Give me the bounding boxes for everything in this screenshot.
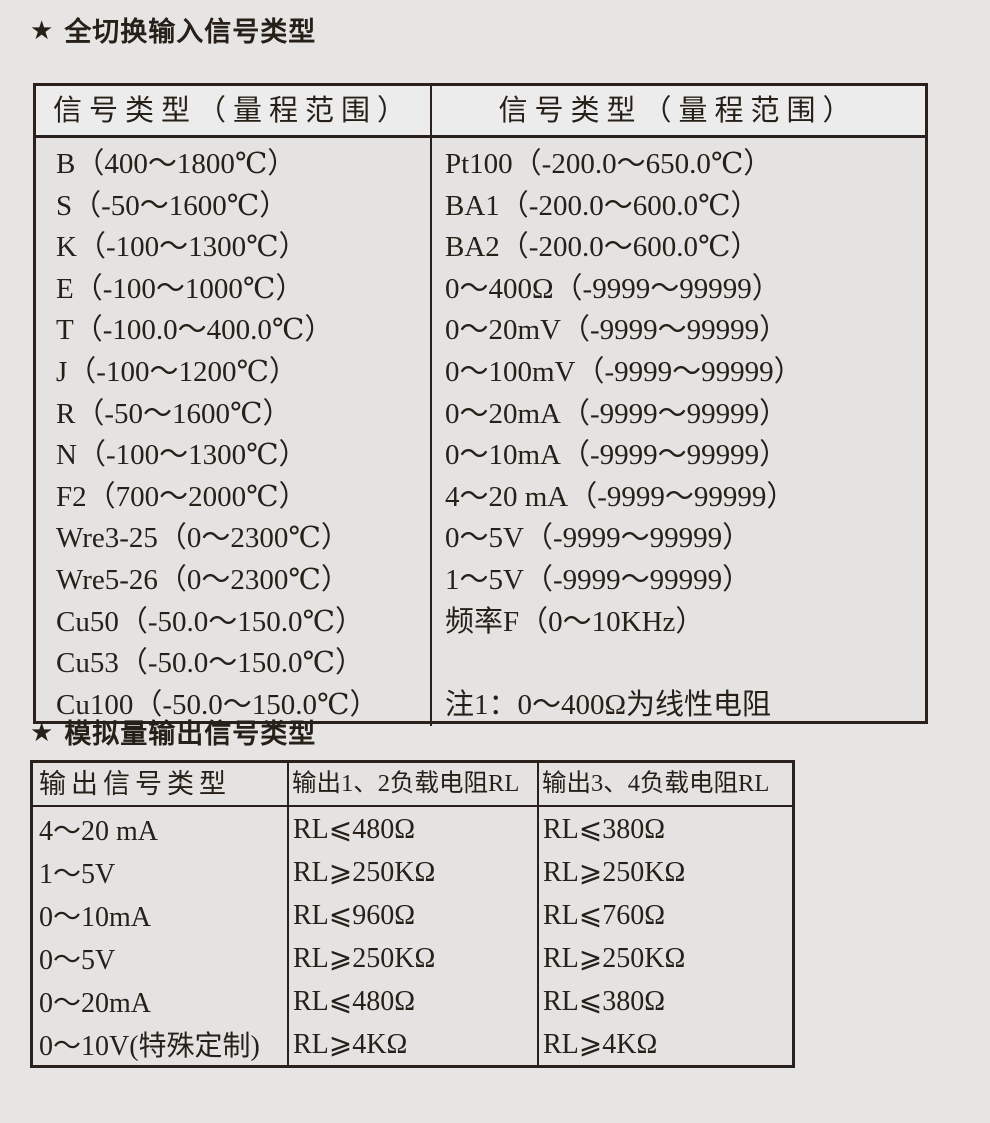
signal-range-item: 0～10mA（-9999～99999） <box>445 439 789 472</box>
output-signal-type-cell: 0～10V(特殊定制) <box>33 1022 289 1065</box>
signal-range-item: E（-100～1000℃） <box>56 272 305 305</box>
load-resistance-12-cell: RL⩽480Ω <box>289 807 539 850</box>
signal-range-item: Wre5-26（0～2300℃） <box>56 563 350 596</box>
output-signal-type-cell: 1～5V <box>33 850 289 893</box>
input-signal-types-heading-label: 全切换输入信号类型 <box>64 17 317 47</box>
signal-range-item: 0～20mV（-9999～99999） <box>445 314 789 347</box>
signal-range-item: R（-50～1600℃） <box>56 397 292 430</box>
load-resistance-34-cell: RL⩽760Ω <box>543 899 666 931</box>
signal-range-item: K（-100～1300℃） <box>56 231 308 264</box>
load-resistance-12-header: 输出1、2负载电阻RL <box>289 763 539 805</box>
table-row: 0～20mA RL⩽480Ω RL⩽380Ω <box>33 979 792 1022</box>
signal-range-item: 0～5V（-9999～99999） <box>445 522 752 555</box>
input-signal-types-heading: ★ 全切换输入信号类型 <box>30 10 316 49</box>
input-signal-column-right: Pt100（-200.0～650.0℃） BA1（-200.0～600.0℃） … <box>432 138 925 726</box>
input-table-header-left: 信号类型（量程范围） <box>36 86 432 135</box>
load-resistance-34-cell: RL⩾250KΩ <box>543 856 686 888</box>
output-signal-types-heading: ★ 模拟量输出信号类型 <box>30 712 316 751</box>
load-resistance-12-cell: RL⩽960Ω <box>289 893 539 936</box>
signal-range-item: Wre3-25（0～2300℃） <box>56 522 350 555</box>
load-resistance-34-cell: RL⩽380Ω <box>543 813 666 845</box>
load-resistance-12-cell: RL⩾250KΩ <box>289 936 539 979</box>
load-resistance-34-cell: RL⩽380Ω <box>543 985 666 1017</box>
signal-range-item: S（-50～1600℃） <box>56 189 289 222</box>
signal-range-item: 0～100mV（-9999～99999） <box>445 355 803 388</box>
load-resistance-34-cell: RL⩾250KΩ <box>543 942 686 974</box>
signal-range-item: 1～5V（-9999～99999） <box>445 563 752 596</box>
table-row: 0～5V RL⩾250KΩ RL⩾250KΩ <box>33 936 792 979</box>
signal-range-item: 4～20 mA（-9999～99999） <box>445 480 796 513</box>
load-resistance-12-cell: RL⩽480Ω <box>289 979 539 1022</box>
output-signal-types-heading-label: 模拟量输出信号类型 <box>64 719 317 749</box>
output-table-body: 4～20 mA RL⩽480Ω RL⩽380Ω 1～5V RL⩾250KΩ RL… <box>33 807 792 1065</box>
input-signal-types-table: 信号类型（量程范围） 信号类型（量程范围） B（400～1800℃） S（-50… <box>33 83 928 727</box>
signal-range-item: Cu53（-50.0～150.0℃） <box>56 647 364 680</box>
output-signal-types-table: 输出信号类型 输出1、2负载电阻RL 输出3、4负载电阻RL 4～20 mA R… <box>30 760 795 1068</box>
signal-range-item: T（-100.0～400.0℃） <box>56 314 334 347</box>
input-signal-column-left: B（400～1800℃） S（-50～1600℃） K（-100～1300℃） … <box>36 138 432 727</box>
star-icon: ★ <box>30 716 55 747</box>
signal-range-item: 0～400Ω（-9999～99999） <box>445 272 781 305</box>
signal-range-item: J（-100～1200℃） <box>56 355 298 388</box>
output-signal-type-cell: 0～20mA <box>33 979 289 1022</box>
signal-range-item: BA2（-200.0～600.0℃） <box>445 231 760 264</box>
table-row: 0～10V(特殊定制) RL⩾4KΩ RL⩾4KΩ <box>33 1022 792 1065</box>
signal-range-item: Cu100（-50.0～150.0℃） <box>56 688 379 721</box>
signal-range-item: BA1（-200.0～600.0℃） <box>445 189 760 222</box>
signal-range-item: F2（700～2000℃） <box>56 480 308 513</box>
signal-range-item: 频率F（0～10KHz） <box>445 605 705 638</box>
signal-range-item: Cu50（-50.0～150.0℃） <box>56 605 364 638</box>
table-row: 1～5V RL⩾250KΩ RL⩾250KΩ <box>33 850 792 893</box>
signal-range-item: 0～20mA（-9999～99999） <box>445 397 789 430</box>
signal-range-item: N（-100～1300℃） <box>56 439 308 472</box>
signal-range-item: B（400～1800℃） <box>56 148 297 180</box>
input-table-header-right: 信号类型（量程范围） <box>498 95 859 127</box>
star-icon: ★ <box>30 14 55 45</box>
linear-resistance-note: 注1：0～400Ω为线性电阻 <box>445 688 772 721</box>
output-signal-type-cell: 0～10mA <box>33 893 289 936</box>
output-table-header-row: 输出信号类型 输出1、2负载电阻RL 输出3、4负载电阻RL <box>33 763 792 807</box>
load-resistance-34-cell: RL⩾4KΩ <box>543 1028 658 1060</box>
output-signal-type-cell: 4～20 mA <box>33 807 289 850</box>
output-type-header: 输出信号类型 <box>33 763 289 805</box>
signal-range-item: Pt100（-200.0～650.0℃） <box>445 148 773 180</box>
output-signal-type-cell: 0～5V <box>33 936 289 979</box>
input-table-body: B（400～1800℃） S（-50～1600℃） K（-100～1300℃） … <box>36 138 925 727</box>
load-resistance-12-cell: RL⩾4KΩ <box>289 1022 539 1065</box>
table-row: 4～20 mA RL⩽480Ω RL⩽380Ω <box>33 807 792 850</box>
load-resistance-34-header: 输出3、4负载电阻RL <box>542 770 770 797</box>
input-table-header-row: 信号类型（量程范围） 信号类型（量程范围） <box>36 86 925 138</box>
table-row: 0～10mA RL⩽960Ω RL⩽760Ω <box>33 893 792 936</box>
load-resistance-12-cell: RL⩾250KΩ <box>289 850 539 893</box>
